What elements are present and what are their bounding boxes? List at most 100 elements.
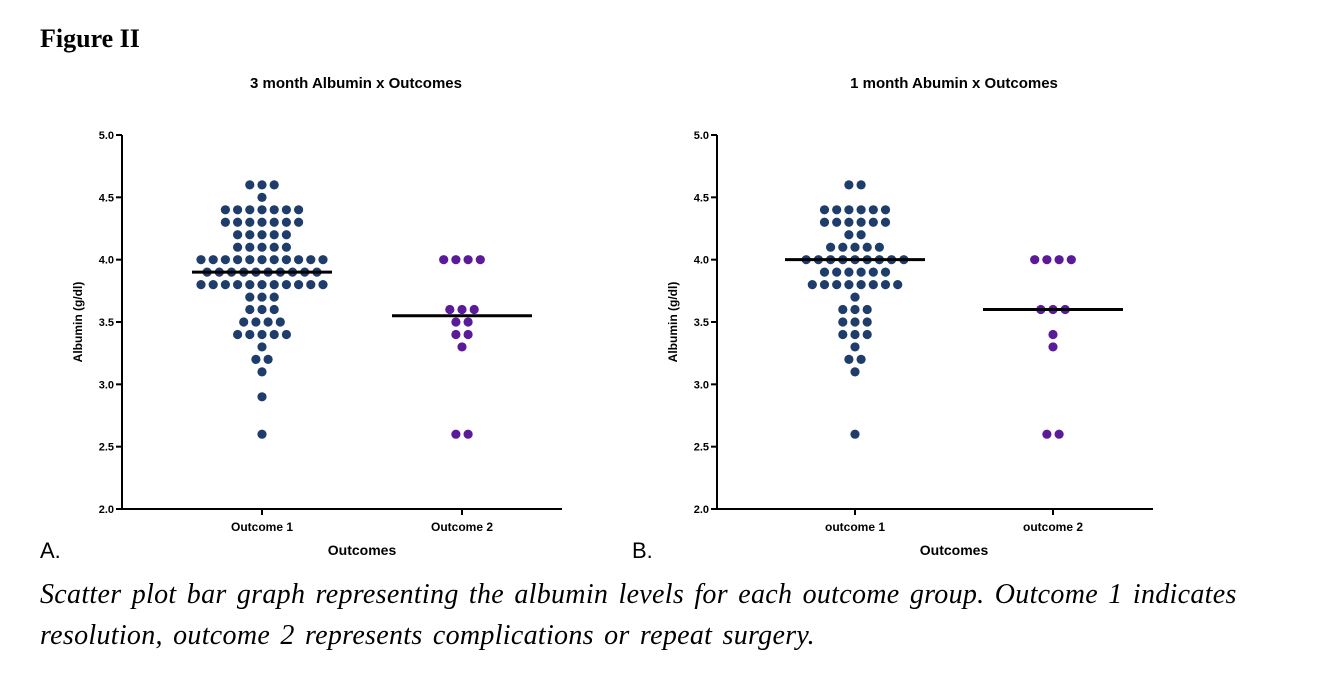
data-point bbox=[220, 280, 230, 290]
y-tick-label: 4.0 bbox=[99, 255, 114, 267]
data-point bbox=[463, 329, 473, 340]
data-point bbox=[862, 304, 872, 315]
data-point bbox=[257, 230, 267, 240]
data-point bbox=[208, 255, 218, 265]
data-point bbox=[832, 205, 842, 215]
data-point bbox=[819, 205, 830, 215]
data-point bbox=[844, 280, 854, 290]
data-point bbox=[862, 329, 872, 340]
data-point bbox=[439, 255, 449, 265]
y-tick-label: 3.0 bbox=[694, 379, 709, 391]
data-point bbox=[269, 205, 279, 215]
data-point bbox=[1042, 255, 1052, 265]
data-point bbox=[868, 217, 878, 227]
data-point bbox=[269, 217, 279, 227]
data-point bbox=[856, 217, 866, 227]
y-tick-label: 5.0 bbox=[99, 130, 114, 142]
y-tick-label: 4.5 bbox=[694, 192, 709, 204]
data-point bbox=[838, 329, 848, 340]
data-point bbox=[880, 205, 891, 215]
data-point bbox=[838, 304, 848, 315]
data-point bbox=[269, 292, 279, 302]
data-point bbox=[457, 342, 467, 352]
data-point bbox=[281, 242, 291, 252]
data-point bbox=[874, 242, 885, 252]
data-point bbox=[281, 329, 291, 340]
data-point bbox=[850, 367, 860, 377]
data-point bbox=[294, 280, 304, 290]
data-point bbox=[281, 255, 291, 265]
data-point bbox=[245, 280, 255, 290]
data-point bbox=[893, 280, 903, 290]
data-point bbox=[457, 304, 467, 315]
data-point bbox=[819, 267, 830, 277]
data-point bbox=[220, 255, 230, 265]
data-point bbox=[233, 255, 243, 265]
chart-title: 1 month Abumin x Outcomes bbox=[850, 75, 1058, 92]
figure-title: Figure II bbox=[40, 24, 140, 53]
y-tick-label: 4.0 bbox=[694, 255, 709, 267]
data-point bbox=[844, 180, 854, 190]
data-point bbox=[844, 267, 854, 277]
data-point bbox=[1066, 255, 1076, 265]
data-point bbox=[269, 180, 279, 190]
data-point bbox=[868, 280, 878, 290]
y-tick-label: 2.5 bbox=[99, 442, 114, 454]
data-point bbox=[251, 317, 261, 327]
data-point bbox=[819, 217, 830, 227]
data-point bbox=[1048, 329, 1058, 340]
data-point bbox=[220, 205, 230, 215]
data-point bbox=[245, 304, 255, 315]
x-tick-label: outcome 2 bbox=[1023, 520, 1083, 534]
y-tick-label: 2.0 bbox=[694, 504, 709, 516]
data-point bbox=[850, 242, 860, 252]
data-point bbox=[807, 280, 817, 290]
data-point bbox=[844, 217, 854, 227]
data-point bbox=[832, 217, 842, 227]
x-axis-label: Outcomes bbox=[328, 542, 397, 558]
data-point bbox=[269, 329, 279, 340]
data-point bbox=[245, 242, 255, 252]
data-point bbox=[257, 180, 267, 190]
data-point bbox=[257, 242, 267, 252]
data-point bbox=[850, 342, 860, 352]
data-point bbox=[294, 255, 304, 265]
data-point bbox=[196, 280, 206, 290]
data-point bbox=[844, 230, 854, 240]
data-point bbox=[451, 317, 461, 327]
data-point bbox=[281, 217, 291, 227]
data-point bbox=[868, 267, 878, 277]
data-point bbox=[826, 242, 836, 252]
data-point bbox=[868, 205, 878, 215]
data-point bbox=[281, 230, 291, 240]
data-point bbox=[1054, 255, 1064, 265]
data-point bbox=[257, 205, 267, 215]
data-point bbox=[257, 342, 267, 352]
data-point bbox=[1048, 342, 1058, 352]
y-tick-label: 2.5 bbox=[694, 442, 709, 454]
y-tick-label: 3.5 bbox=[99, 317, 114, 329]
panel-label-a: A. bbox=[40, 538, 61, 563]
x-tick-label: outcome 1 bbox=[825, 520, 885, 534]
data-point bbox=[850, 429, 860, 439]
data-point bbox=[832, 280, 842, 290]
data-point bbox=[856, 180, 866, 190]
data-point bbox=[294, 217, 304, 227]
data-point bbox=[208, 280, 218, 290]
y-tick-label: 4.5 bbox=[99, 192, 114, 204]
data-point bbox=[850, 304, 860, 315]
data-point bbox=[257, 429, 267, 439]
x-tick-label: Outcome 2 bbox=[431, 520, 493, 534]
chart-title: 3 month Albumin x Outcomes bbox=[250, 75, 462, 92]
data-point bbox=[856, 354, 866, 364]
y-axis-label: Albumin (g/dl) bbox=[71, 282, 85, 363]
data-point bbox=[263, 354, 273, 364]
data-point bbox=[445, 304, 455, 315]
data-point bbox=[294, 205, 304, 215]
data-point bbox=[275, 317, 285, 327]
data-point bbox=[245, 255, 255, 265]
data-point bbox=[269, 230, 279, 240]
data-point bbox=[1030, 255, 1040, 265]
data-point bbox=[245, 217, 255, 227]
data-point bbox=[318, 280, 328, 290]
